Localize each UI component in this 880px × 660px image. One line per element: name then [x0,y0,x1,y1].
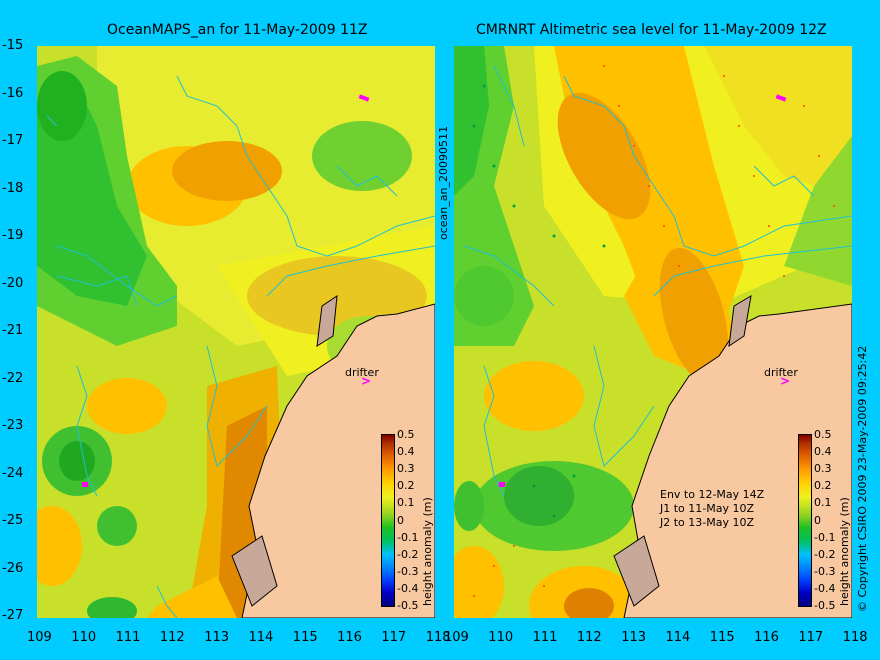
right-colorbar [798,434,812,607]
colorbar-tick-label: 0.3 [397,462,415,476]
x-tick-label: 110 [488,630,514,645]
x-tick-label: 116 [754,630,779,645]
left-colorbar [381,434,395,607]
x-tick-label: 111 [115,630,141,645]
x-tick-label: 112 [576,630,602,645]
colorbar-tick-label: 0.3 [814,462,832,476]
x-tick-label: 114 [665,630,691,645]
y-tick-label: -17 [2,133,24,148]
colorbar-tick-label: -0.3 [814,564,836,578]
left-drifter-track-south [82,482,88,487]
colorbar-tick-label: 0 [814,513,821,527]
y-tick-label: -19 [2,228,24,243]
altimetry-annotation: Env to 12-May 14Z J1 to 11-May 10Z J2 to… [660,488,764,530]
left-map-field [37,46,435,618]
colorbar-tick-label: 0.2 [814,479,832,493]
x-tick-label: 115 [292,630,318,645]
x-tick-label: 109 [27,630,52,645]
y-tick-label: -18 [2,180,24,196]
colorbar-tick-label: -0.2 [397,547,419,561]
x-tick-label: 118 [425,630,451,645]
y-tick-label: -25 [2,513,24,528]
left-colorbar-label: height anomaly (m) [421,497,434,606]
colorbar-tick-label: -0.1 [814,530,836,544]
left-drifter-label: drifter [345,366,379,379]
colorbar-tick-label: 0 [397,513,404,527]
colorbar-tick-label: 0.1 [814,496,832,510]
y-tick-label: -24 [2,465,24,481]
x-tick-label: 114 [248,630,274,645]
left-map-title: OceanMAPS_an for 11-May-2009 11Z [107,22,368,38]
colorbar-tick-label: 0.4 [814,445,832,459]
colorbar-tick-label: 0.2 [397,479,415,493]
x-tick-label: 118 [842,630,868,645]
colorbar-tick-label: 0.5 [397,428,415,441]
x-tick-label: 111 [532,630,558,645]
left-drifter-icon: > [361,374,372,388]
colorbar-tick-label: 0.4 [397,445,415,459]
run-id-label: ocean_an_20090511 [437,126,450,240]
colorbar-tick-label: -0.4 [397,581,419,595]
x-tick-label: 109 [444,630,469,645]
colorbar-tick-label: -0.5 [397,599,419,612]
colorbar-tick-label: -0.1 [397,530,419,544]
y-tick-label: -26 [2,560,24,576]
x-tick-label: 113 [621,630,647,645]
colorbar-tick-label: -0.4 [814,581,836,595]
right-drifter-track-south [499,482,505,487]
annotation-line-env: Env to 12-May 14Z [660,488,765,501]
colorbar-tick-label: -0.3 [397,564,419,578]
left-map-panel: drifter > 0.5 0.4 0.3 0.2 0.1 0 -0.1 -0.2 -0.3 -0… [37,46,435,618]
y-tick-label: -27 [2,608,24,623]
y-tick-label: -20 [2,275,24,291]
x-tick-label: 112 [159,630,185,645]
colorbar-tick-label: -0.5 [814,599,836,612]
x-tick-label: 110 [71,630,97,645]
x-tick-label: 115 [709,630,735,645]
x-tick-label: 113 [204,630,230,645]
y-tick-label: -22 [2,370,24,386]
right-map-title: CMRNRT Altimetric sea level for 11-May-2… [476,22,827,38]
annotation-line-j2: J2 to 13-May 10Z [660,516,755,529]
annotation-line-j1: J1 to 11-May 10Z [660,502,755,515]
right-drifter-label: drifter [764,366,798,379]
y-tick-label: -16 [2,85,24,101]
x-tick-label: 117 [381,630,407,645]
copyright-label: © Copyright CSIRO 2009 23-May-2009 09:25… [856,345,869,612]
x-tick-label: 116 [337,630,362,645]
right-colorbar-label: height anomaly (m) [838,497,851,606]
y-tick-label: -15 [2,38,24,53]
colorbar-tick-label: -0.2 [814,547,836,561]
colorbar-tick-label: 0.1 [397,496,415,510]
right-map-panel: drifter > Env to 12-May 14Z J1 to 11-May… [454,46,852,618]
right-map-field [454,46,852,618]
right-drifter-icon: > [780,374,791,388]
y-tick-label: -23 [2,418,24,433]
y-tick-label: -21 [2,323,24,338]
colorbar-tick-label: 0.5 [814,428,832,441]
x-tick-label: 117 [798,630,824,645]
